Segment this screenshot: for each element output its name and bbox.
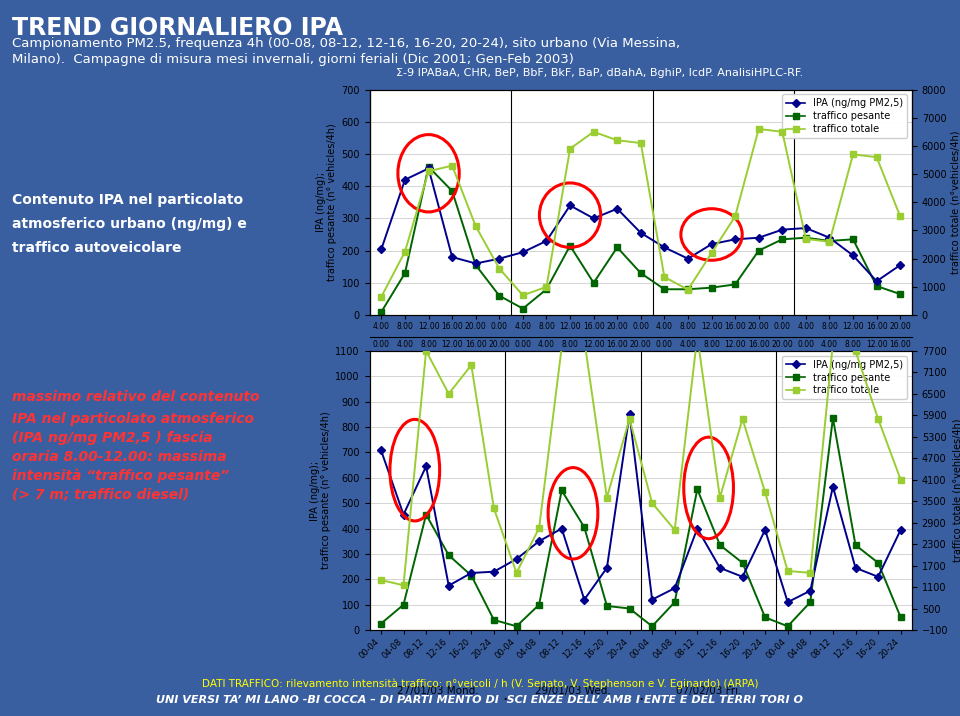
Y-axis label: IPA (ng/mg);
traffıco pesante (n° vehicles/4h): IPA (ng/mg); traffıco pesante (n° vehicl… — [310, 412, 331, 569]
Legend: IPA (ng/mg PM2,5), traffico pesante, traffico totale: IPA (ng/mg PM2,5), traffico pesante, tra… — [782, 356, 907, 400]
Text: Σ-9 IPABaA, CHR, BeP, BbF, BkF, BaP, dBahA, BghiP, IcdP. AnalisiHPLC-RF.: Σ-9 IPABaA, CHR, BeP, BbF, BkF, BaP, dBa… — [396, 68, 804, 78]
Y-axis label: traffico totale (n°vehicles/4h): traffico totale (n°vehicles/4h) — [952, 419, 960, 562]
Text: UNI VERSI TA’ MI LANO -BI COCCA – DI PARTI MENTO DI  SCI ENZE DELL’ AMB I ENTE E: UNI VERSI TA’ MI LANO -BI COCCA – DI PAR… — [156, 695, 804, 705]
Y-axis label: IPA (ng/mg);
traffıco pesante (n° vehicles/4h): IPA (ng/mg); traffıco pesante (n° vehicl… — [316, 123, 337, 281]
Text: IPA nel particolato atmosferico: IPA nel particolato atmosferico — [12, 412, 253, 426]
Text: Milano).  Campagne di misura mesi invernali, giorni feriali (Dic 2001; Gen-Feb 2: Milano). Campagne di misura mesi inverna… — [12, 53, 573, 66]
Text: atmosferico urbano (ng/mg) e: atmosferico urbano (ng/mg) e — [12, 217, 247, 231]
Text: DATI TRAFFICO: rilevamento intensità traffico: n°veicoli / h (V. Senato, V. Step: DATI TRAFFICO: rilevamento intensità tra… — [202, 679, 758, 690]
Legend: IPA (ng/mg PM2,5), traffico pesante, traffico totale: IPA (ng/mg PM2,5), traffico pesante, tra… — [782, 95, 907, 138]
Text: Contenuto IPA nel particolato: Contenuto IPA nel particolato — [12, 193, 243, 208]
Text: .: . — [638, 686, 643, 704]
Text: 27/01/03 Mond.: 27/01/03 Mond. — [396, 686, 478, 696]
Text: .: . — [503, 686, 508, 704]
Text: traffico autoveicolare: traffico autoveicolare — [12, 241, 181, 255]
Text: (> 7 m; traffico diesel): (> 7 m; traffico diesel) — [12, 487, 189, 501]
Text: massimo relativo del contenuto: massimo relativo del contenuto — [12, 390, 259, 405]
Text: 07/02/03 Fri.: 07/02/03 Fri. — [676, 686, 741, 696]
Text: (IPA ng/mg PM2,5 ) fascia: (IPA ng/mg PM2,5 ) fascia — [12, 431, 212, 445]
Text: TREND GIORNALIERO IPA: TREND GIORNALIERO IPA — [12, 16, 343, 40]
Y-axis label: traffico totale (n°vehicles/4h): traffico totale (n°vehicles/4h) — [950, 130, 960, 274]
Text: intensità “traffıco pesante”: intensità “traffıco pesante” — [12, 468, 228, 483]
Text: Campionamento PM2.5, frequenza 4h (00-08, 08-12, 12-16, 16-20, 20-24), sito urba: Campionamento PM2.5, frequenza 4h (00-08… — [12, 37, 680, 50]
Text: oraria 8.00-12.00: massima: oraria 8.00-12.00: massima — [12, 450, 227, 464]
Text: 29/01/03 Wed.: 29/01/03 Wed. — [535, 686, 611, 696]
